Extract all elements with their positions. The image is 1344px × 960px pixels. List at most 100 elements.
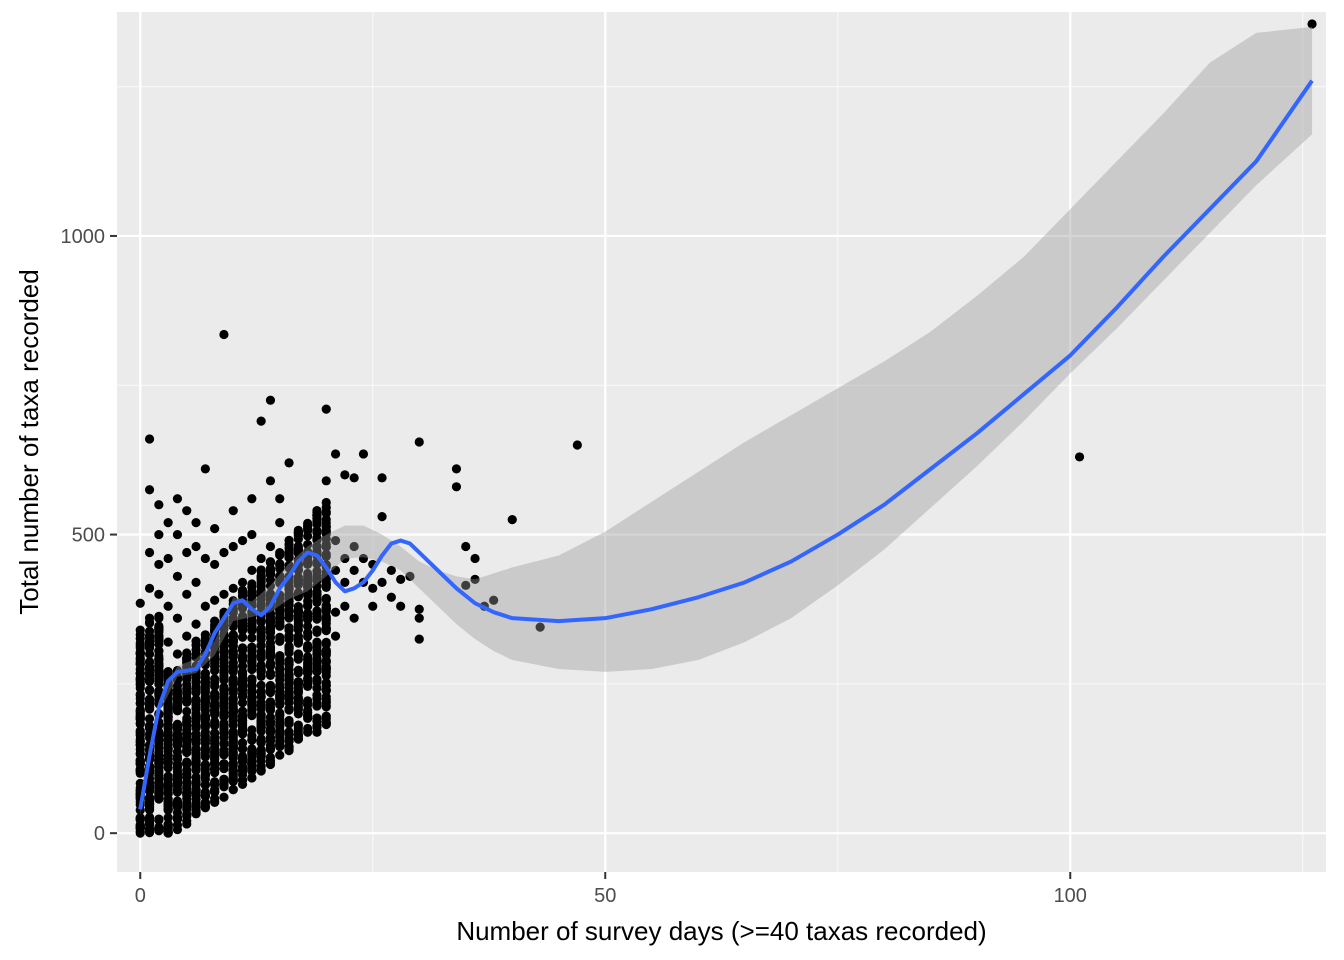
data-point: [200, 660, 210, 670]
data-point: [265, 476, 276, 486]
data-point: [172, 812, 183, 822]
data-point: [237, 655, 248, 665]
data-point: [293, 723, 303, 733]
data-point: [144, 721, 155, 731]
data-point: [451, 464, 462, 474]
data-point: [321, 514, 331, 525]
data-point: [303, 643, 313, 653]
data-point: [144, 703, 155, 713]
data-point: [135, 813, 145, 823]
data-point: [386, 565, 396, 576]
data-point: [182, 547, 192, 558]
data-point: [312, 525, 322, 536]
data-point: [247, 693, 257, 704]
data-point: [144, 676, 155, 687]
data-point: [182, 721, 192, 731]
data-point: [182, 734, 192, 744]
data-point: [321, 577, 331, 587]
data-point: [200, 791, 210, 802]
data-point: [284, 746, 294, 756]
data-point: [303, 575, 313, 585]
data-point: [293, 649, 303, 659]
data-point: [182, 768, 192, 779]
data-point: [247, 700, 257, 710]
data-point: [303, 601, 313, 611]
data-point: [312, 713, 322, 723]
data-point: [237, 738, 248, 748]
data-point: [303, 713, 313, 723]
data-point: [154, 738, 164, 748]
x-tick-label: 0: [135, 885, 146, 907]
data-point: [219, 589, 229, 599]
data-point: [163, 553, 173, 564]
data-point: [237, 535, 248, 546]
data-point: [154, 679, 164, 689]
data-point: [200, 738, 210, 749]
data-points: [135, 19, 1317, 838]
data-point: [312, 614, 322, 624]
data-point: [303, 727, 313, 737]
data-point: [275, 548, 285, 558]
data-point: [200, 464, 210, 474]
data-point: [321, 507, 331, 517]
data-point: [303, 614, 313, 624]
data-point: [265, 623, 276, 633]
data-point: [256, 574, 266, 584]
data-point: [275, 711, 285, 721]
data-point: [200, 770, 210, 781]
data-point: [358, 449, 369, 459]
data-point: [172, 494, 183, 504]
data-point: [349, 473, 359, 483]
data-point: [340, 601, 350, 611]
data-point: [172, 787, 183, 797]
data-point: [293, 685, 303, 695]
data-point: [191, 682, 201, 692]
data-point: [228, 774, 238, 785]
data-point: [256, 748, 266, 759]
data-point: [265, 541, 276, 552]
data-point: [293, 678, 303, 689]
data-point: [265, 557, 276, 567]
data-point: [293, 668, 303, 678]
data-point: [191, 619, 201, 629]
data-point: [172, 752, 183, 762]
data-point: [163, 518, 173, 528]
data-point: [284, 691, 294, 701]
data-point: [228, 541, 238, 552]
data-point: [135, 709, 145, 719]
data-point: [191, 801, 201, 811]
data-point: [312, 534, 322, 544]
data-point: [414, 437, 424, 447]
data-point: [256, 594, 266, 604]
data-point: [256, 667, 266, 677]
data-point: [247, 529, 257, 540]
data-point: [200, 553, 210, 564]
data-point: [275, 564, 285, 574]
data-point: [228, 613, 238, 623]
data-point: [200, 697, 210, 707]
data-point: [247, 709, 257, 719]
data-point: [200, 760, 210, 770]
data-point: [284, 644, 294, 654]
data-point: [368, 601, 378, 611]
data-point: [265, 752, 276, 762]
y-tick-label: 1000: [61, 226, 106, 248]
data-point: [182, 819, 192, 829]
data-point: [154, 667, 164, 678]
data-point: [303, 531, 313, 541]
data-point: [275, 726, 285, 736]
data-point: [275, 621, 285, 631]
data-point: [191, 730, 201, 740]
data-point: [163, 797, 173, 808]
data-point: [303, 697, 313, 707]
data-point: [265, 670, 276, 680]
data-point: [228, 727, 238, 737]
data-point: [312, 646, 322, 656]
data-point: [572, 440, 582, 450]
data-point: [461, 541, 471, 552]
data-point: [321, 606, 331, 617]
data-point: [154, 529, 164, 540]
data-point: [275, 613, 285, 623]
data-point: [144, 485, 155, 495]
